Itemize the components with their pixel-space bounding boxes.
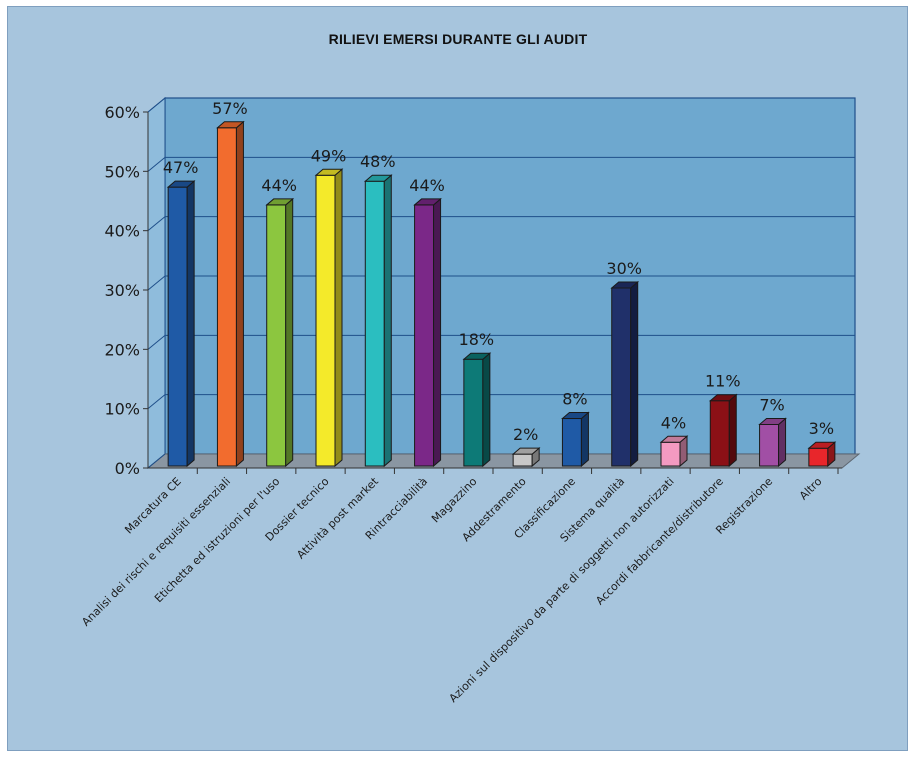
bar-side bbox=[630, 280, 639, 468]
data-label: 44% bbox=[409, 176, 445, 195]
bar-side bbox=[728, 393, 737, 468]
y-tick-label: 30% bbox=[104, 281, 140, 300]
bar-front bbox=[167, 186, 188, 467]
bar bbox=[511, 447, 541, 468]
bar-top bbox=[413, 198, 442, 206]
data-label: 48% bbox=[360, 152, 396, 171]
bar-front bbox=[759, 423, 780, 467]
bar-front bbox=[660, 441, 681, 467]
chart-title: RILIEVI EMERSI DURANTE GLI AUDIT bbox=[328, 31, 588, 47]
bar-top bbox=[363, 174, 393, 182]
bar-front bbox=[611, 287, 632, 467]
bar bbox=[363, 174, 393, 468]
bar-top bbox=[462, 352, 492, 360]
bar-front bbox=[512, 453, 533, 467]
bar-front bbox=[561, 418, 582, 467]
bar bbox=[561, 411, 590, 468]
x-tick-label: Magazzino bbox=[429, 475, 480, 526]
y-tick-label: 60% bbox=[104, 103, 140, 122]
bar-top bbox=[610, 281, 640, 289]
bar bbox=[610, 280, 640, 468]
gridline-side bbox=[147, 97, 166, 113]
bar-top bbox=[216, 121, 245, 129]
bar-top bbox=[511, 447, 541, 455]
plot-floor bbox=[146, 453, 861, 469]
bar-front bbox=[463, 358, 484, 467]
x-tick-label: Altro bbox=[797, 475, 825, 503]
bar-side bbox=[334, 168, 343, 468]
bar-top bbox=[708, 394, 738, 402]
data-label: 7% bbox=[759, 395, 784, 414]
gridline-side bbox=[147, 275, 166, 291]
y-tick-label: 10% bbox=[104, 400, 140, 419]
data-label: 2% bbox=[513, 425, 538, 444]
bar-front bbox=[364, 180, 385, 467]
gridline-side bbox=[147, 156, 166, 172]
bar-front bbox=[266, 204, 287, 467]
bar bbox=[659, 435, 689, 468]
y-tick-label: 50% bbox=[104, 162, 140, 181]
y-tick-label: 40% bbox=[104, 222, 140, 241]
bar-top bbox=[265, 198, 295, 206]
bar-front bbox=[414, 204, 435, 467]
gridline-side bbox=[147, 334, 166, 350]
bar-top bbox=[166, 180, 196, 188]
gridline-side bbox=[147, 394, 166, 410]
bar-side bbox=[778, 417, 787, 468]
bar-top bbox=[314, 168, 344, 176]
data-label: 44% bbox=[261, 176, 297, 195]
bar bbox=[807, 441, 837, 468]
gridline-side bbox=[147, 216, 166, 232]
data-label: 47% bbox=[163, 158, 199, 177]
bar-side bbox=[235, 120, 244, 468]
bar bbox=[314, 168, 344, 468]
gridline-side bbox=[147, 453, 166, 469]
data-label: 30% bbox=[606, 259, 642, 278]
data-label: 4% bbox=[661, 413, 686, 432]
y-tick-label: 0% bbox=[115, 459, 140, 478]
bar-front bbox=[709, 400, 730, 467]
bar-side bbox=[383, 174, 392, 468]
bar bbox=[216, 120, 245, 468]
data-label: 18% bbox=[459, 330, 495, 349]
bar-top bbox=[758, 417, 787, 425]
data-label: 11% bbox=[705, 372, 741, 391]
bar bbox=[462, 352, 492, 468]
x-tick-label: Attività post market bbox=[294, 474, 381, 561]
bar-front bbox=[216, 127, 237, 467]
data-label: 57% bbox=[212, 99, 248, 118]
bar-side bbox=[482, 352, 491, 468]
bar-side bbox=[580, 411, 589, 468]
data-label: 49% bbox=[311, 146, 347, 165]
bar bbox=[265, 197, 295, 468]
data-label: 8% bbox=[562, 390, 587, 409]
bar-side bbox=[285, 197, 294, 468]
bar-side bbox=[186, 180, 195, 468]
y-tick-label: 20% bbox=[104, 340, 140, 359]
bar bbox=[758, 417, 787, 468]
bar-top bbox=[807, 441, 837, 449]
bar-top bbox=[561, 412, 590, 420]
bar-side bbox=[433, 197, 442, 468]
x-tick-label: Azioni sul dispositivo da parte di sogge… bbox=[447, 475, 677, 705]
data-label: 3% bbox=[809, 419, 834, 438]
bar-front bbox=[808, 447, 829, 467]
bar-front bbox=[315, 174, 336, 467]
bar bbox=[413, 197, 442, 468]
bar-top bbox=[659, 435, 689, 443]
bar bbox=[708, 393, 738, 468]
bar bbox=[166, 180, 196, 468]
